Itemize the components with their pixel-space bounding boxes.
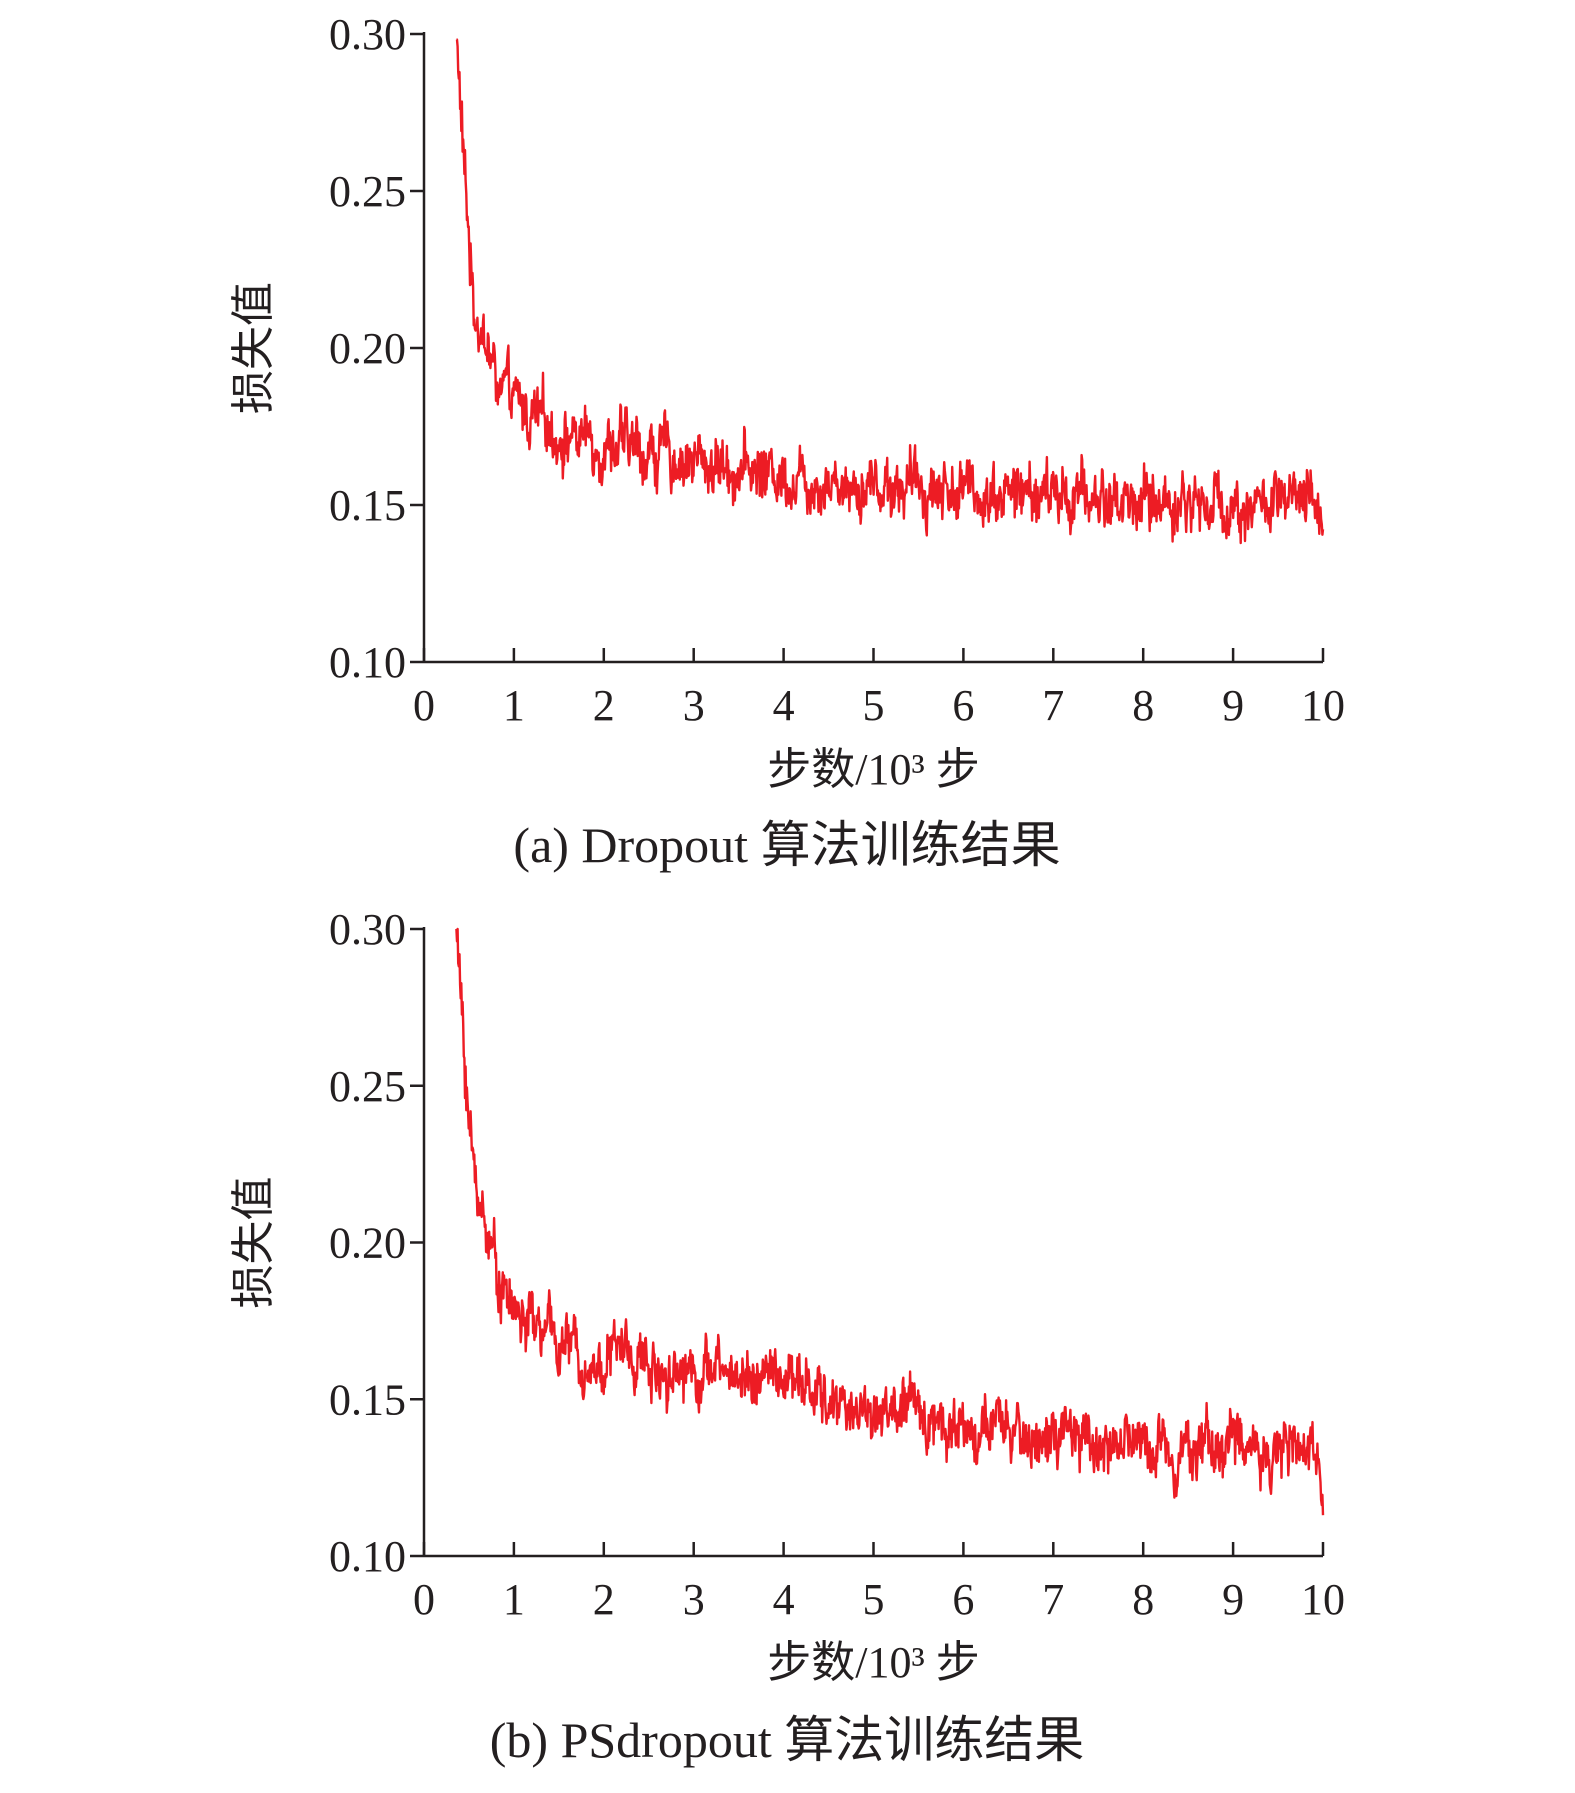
chart-caption: (b) PSdropout 算法训练结果 (490, 1712, 1084, 1768)
y-axis-title: 损失值 (229, 1177, 278, 1309)
x-tick-label: 2 (593, 681, 615, 730)
x-tick-label: 7 (1042, 681, 1064, 730)
x-tick-label: 9 (1222, 681, 1244, 730)
x-tick-label: 4 (773, 681, 795, 730)
x-tick-label: 3 (683, 1575, 705, 1624)
x-tick-label: 9 (1222, 1575, 1244, 1624)
x-axis-title: 步数/10³ 步 (767, 745, 979, 794)
y-tick-label: 0.20 (329, 1219, 406, 1268)
x-tick-label: 10 (1301, 681, 1345, 730)
x-axis-title: 步数/10³ 步 (767, 1638, 979, 1687)
y-tick-label: 0.15 (329, 481, 406, 530)
y-axis-title: 损失值 (229, 282, 278, 414)
loss-series-line (455, 927, 1325, 1516)
x-tick-label: 7 (1042, 1575, 1064, 1624)
y-tick-label: 0.25 (329, 1062, 406, 1111)
chart-a: 0.10 0.15 0.20 0.25 0.30 0 1 2 3 4 5 6 7 8 9 10 步数/10³ 步… (229, 10, 1345, 873)
x-tick-label: 6 (952, 681, 974, 730)
x-tick-label: 1 (503, 1575, 525, 1624)
y-tick-label: 0.15 (329, 1375, 406, 1424)
y-tick-label: 0.30 (329, 10, 406, 59)
chart-b: 0.10 0.15 0.20 0.25 0.30 0 1 2 3 4 5 6 7 8 9 10 步数/10³ 步… (229, 905, 1345, 1768)
x-tick-label: 1 (503, 681, 525, 730)
x-tick-label: 6 (952, 1575, 974, 1624)
y-tick-label: 0.25 (329, 167, 406, 216)
x-tick-label: 10 (1301, 1575, 1345, 1624)
x-tick-label: 2 (593, 1575, 615, 1624)
y-tick-label: 0.30 (329, 905, 406, 954)
x-tick-label: 5 (863, 681, 885, 730)
x-tick-label: 0 (413, 681, 435, 730)
y-tick-label: 0.20 (329, 324, 406, 373)
loss-series-line (455, 38, 1325, 545)
x-tick-label: 8 (1132, 681, 1154, 730)
x-tick-label: 5 (863, 1575, 885, 1624)
chart-caption: (a) Dropout 算法训练结果 (513, 817, 1060, 873)
y-tick-label: 0.10 (329, 1532, 406, 1581)
x-tick-label: 0 (413, 1575, 435, 1624)
y-tick-label: 0.10 (329, 638, 406, 687)
x-tick-label: 8 (1132, 1575, 1154, 1624)
x-tick-label: 3 (683, 681, 705, 730)
x-tick-label: 4 (773, 1575, 795, 1624)
